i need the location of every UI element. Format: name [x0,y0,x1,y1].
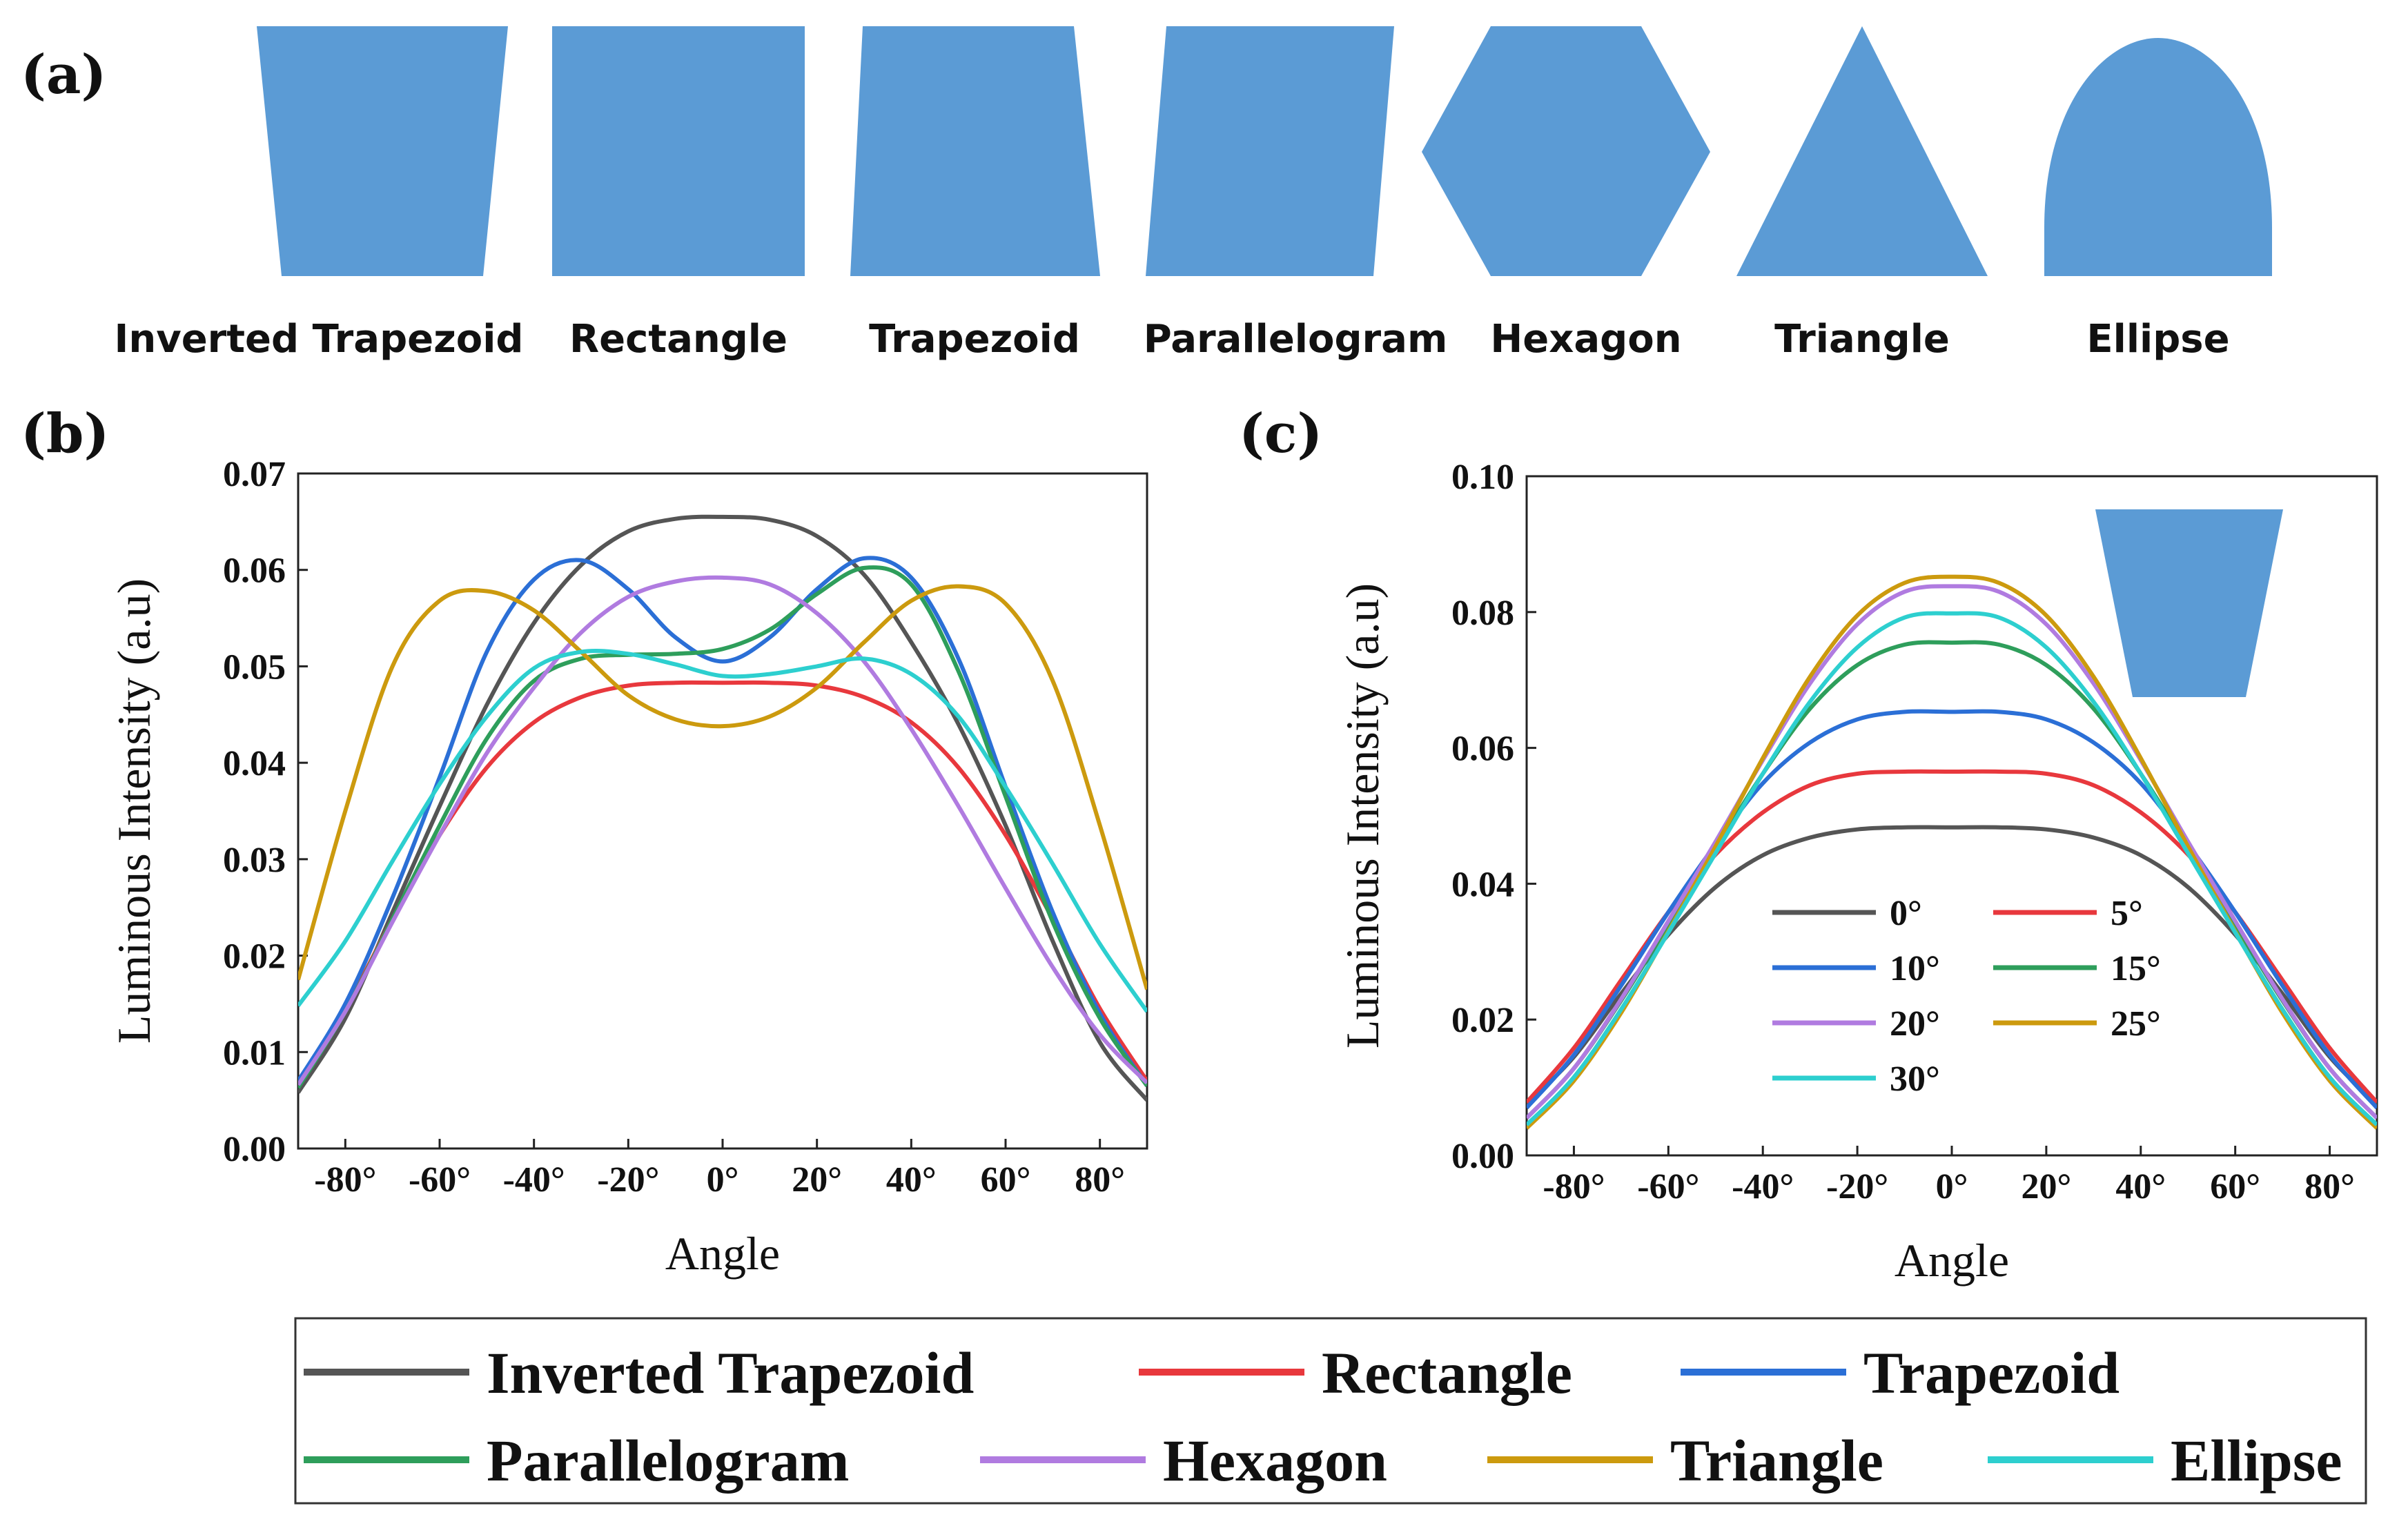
x-tick-label: 40° [886,1160,937,1200]
x-tick-label: -40° [1732,1167,1794,1206]
series-line-rectangle [298,680,1147,1082]
y-tick-label: 0.03 [223,841,286,880]
panel-label-b: (b) [21,402,109,465]
legend-label: 15° [2111,949,2161,988]
legend-label: 30° [1890,1059,1940,1099]
y-tick-label: 0.00 [223,1130,286,1169]
series-line-triangle [298,584,1147,990]
shape-label-inverted-trapezoid: Inverted Trapezoid [114,317,523,362]
y-tick-label: 0.07 [223,455,286,494]
x-tick-label: 80° [2304,1167,2355,1206]
inset-inverted-trapezoid [2095,509,2283,697]
x-axis-title: Angle [665,1227,780,1280]
series-line-hexagon [298,575,1147,1086]
y-tick-label: 0.02 [223,937,286,977]
bottom-legend: Inverted Trapezoid Rectangle Trapezoid Para… [294,1317,2367,1505]
x-tick-label: 60° [2210,1167,2260,1206]
shape-label-triangle: Triangle [1774,317,1950,362]
x-tick-label: 60° [981,1160,1031,1200]
legend-label: Triangle [1670,1427,1883,1494]
y-tick-label: 0.02 [1451,1001,1514,1040]
x-tick-label: -20° [597,1160,659,1200]
shape-label-trapezoid: Trapezoid [869,317,1080,362]
shape-label-rectangle: Rectangle [569,317,787,362]
chart-b: -80° -60° -40° -20° 0° 20° 40° 60° 80° 0.00 0.01 0.… [108,455,1148,1280]
shapes-gallery [257,26,2272,276]
x-tick-label: 0° [1936,1167,1968,1206]
legend-frame [294,1317,2367,1505]
series-line-trapezoid [298,556,1147,1087]
legend-label: 25° [2111,1004,2161,1044]
y-axis-title: Luminous Intensity (a.u) [1336,583,1389,1048]
shape-parallelogram [1146,26,1394,276]
series-line-parallelogram [298,565,1147,1089]
x-tick-label: 40° [2115,1167,2166,1206]
x-axis-title: Angle [1895,1234,2009,1287]
shape-rectangle [552,26,805,276]
shape-ellipse [2044,38,2272,276]
x-tick-label: -60° [1637,1167,1699,1206]
panel-label-c: (c) [1239,402,1322,465]
y-tick-label: 0.01 [223,1033,286,1073]
x-tick-label: 0° [707,1160,739,1200]
shape-label-hexagon: Hexagon [1490,317,1681,362]
y-tick-label: 0.10 [1451,458,1514,497]
y-tick-label: 0.05 [223,647,286,687]
y-tick-label: 0.04 [223,744,286,783]
series-line-20deg [1527,584,2377,1120]
y-tick-label: 0.08 [1451,594,1514,633]
series-line-0deg [1527,825,2377,1106]
shape-trapezoid [850,26,1100,276]
legend-label: Parallelogram [487,1427,849,1494]
shape-hexagon [1422,26,1710,276]
x-tick-label: -80° [314,1160,376,1200]
chart-c: -80° -60° -40° -20° 0° 20° 40° 60° 80° 0.00 0.02 0.… [1336,458,2378,1287]
shape-inverted-trapezoid [257,26,508,276]
y-tick-label: 0.06 [223,551,286,591]
series-line-30deg [1527,611,2377,1126]
x-tick-label: 20° [792,1160,842,1200]
legend-label: 20° [1890,1004,1940,1044]
legend-label: Inverted Trapezoid [487,1340,974,1406]
x-tick-label: -80° [1543,1167,1605,1206]
x-tick-label: -40° [503,1160,565,1200]
x-tick-label: 20° [2021,1167,2071,1206]
y-axis-title: Luminous Intensity (a.u) [108,578,160,1044]
legend-label: Rectangle [1322,1340,1572,1406]
x-tick-label: -20° [1826,1167,1888,1206]
legend-label: Hexagon [1163,1427,1387,1494]
legend-label: 10° [1890,949,1940,988]
shape-label-ellipse: Ellipse [2086,317,2229,362]
x-tick-label: -60° [409,1160,471,1200]
y-tick-label: 0.04 [1451,865,1514,904]
series-line-10deg [1527,709,2377,1110]
series-line-ellipse [298,648,1147,1013]
shape-triangle [1736,26,1988,276]
legend-label: Ellipse [2171,1427,2342,1494]
legend-label: Trapezoid [1863,1340,2120,1406]
panel-label-a: (a) [21,43,106,106]
legend-label: 5° [2111,894,2143,933]
x-tick-label: 80° [1075,1160,1125,1200]
legend-label: 0° [1890,894,1922,933]
y-tick-label: 0.06 [1451,730,1514,769]
shape-label-parallelogram: Parallelogram [1144,317,1448,362]
y-tick-label: 0.00 [1451,1137,1514,1176]
